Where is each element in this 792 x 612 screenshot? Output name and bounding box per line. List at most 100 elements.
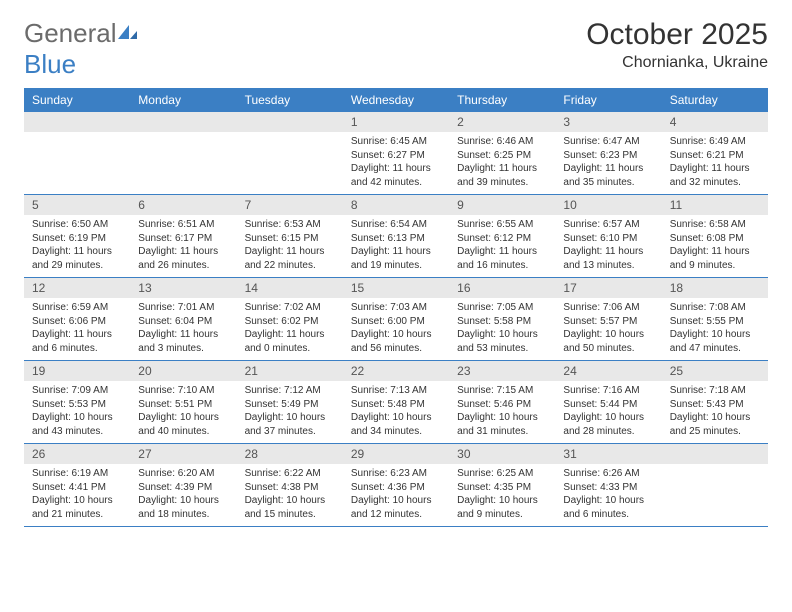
day-cell: 5Sunrise: 6:50 AMSunset: 6:19 PMDaylight… bbox=[24, 195, 130, 277]
day-line: Sunrise: 6:51 AM bbox=[138, 218, 228, 232]
day-line: Sunset: 5:44 PM bbox=[563, 398, 653, 412]
day-number: 25 bbox=[662, 361, 768, 381]
day-line: Sunrise: 6:53 AM bbox=[245, 218, 335, 232]
day-body: Sunrise: 6:53 AMSunset: 6:15 PMDaylight:… bbox=[237, 215, 343, 277]
week-row: 26Sunrise: 6:19 AMSunset: 4:41 PMDayligh… bbox=[24, 444, 768, 527]
day-cell: 11Sunrise: 6:58 AMSunset: 6:08 PMDayligh… bbox=[662, 195, 768, 277]
day-line: Sunrise: 6:22 AM bbox=[245, 467, 335, 481]
day-line: and 42 minutes. bbox=[351, 176, 441, 190]
day-line: Sunrise: 7:05 AM bbox=[457, 301, 547, 315]
day-body bbox=[662, 464, 768, 472]
day-line: and 15 minutes. bbox=[245, 508, 335, 522]
day-cell: 19Sunrise: 7:09 AMSunset: 5:53 PMDayligh… bbox=[24, 361, 130, 443]
day-line: Daylight: 10 hours bbox=[670, 411, 760, 425]
day-line: Sunrise: 7:15 AM bbox=[457, 384, 547, 398]
day-line: Daylight: 11 hours bbox=[138, 328, 228, 342]
day-body: Sunrise: 6:23 AMSunset: 4:36 PMDaylight:… bbox=[343, 464, 449, 526]
day-line: Sunrise: 6:57 AM bbox=[563, 218, 653, 232]
day-line: Daylight: 10 hours bbox=[351, 494, 441, 508]
day-cell: 8Sunrise: 6:54 AMSunset: 6:13 PMDaylight… bbox=[343, 195, 449, 277]
day-line: Daylight: 11 hours bbox=[351, 162, 441, 176]
day-body: Sunrise: 6:51 AMSunset: 6:17 PMDaylight:… bbox=[130, 215, 236, 277]
day-cell: 28Sunrise: 6:22 AMSunset: 4:38 PMDayligh… bbox=[237, 444, 343, 526]
day-line: Sunrise: 6:45 AM bbox=[351, 135, 441, 149]
day-line: Sunset: 5:55 PM bbox=[670, 315, 760, 329]
day-line: and 0 minutes. bbox=[245, 342, 335, 356]
day-number: 15 bbox=[343, 278, 449, 298]
day-cell: 22Sunrise: 7:13 AMSunset: 5:48 PMDayligh… bbox=[343, 361, 449, 443]
day-line: Daylight: 11 hours bbox=[351, 245, 441, 259]
day-line: and 9 minutes. bbox=[670, 259, 760, 273]
day-number: 4 bbox=[662, 112, 768, 132]
day-body: Sunrise: 7:02 AMSunset: 6:02 PMDaylight:… bbox=[237, 298, 343, 360]
day-body: Sunrise: 6:20 AMSunset: 4:39 PMDaylight:… bbox=[130, 464, 236, 526]
day-number: 31 bbox=[555, 444, 661, 464]
day-cell: 21Sunrise: 7:12 AMSunset: 5:49 PMDayligh… bbox=[237, 361, 343, 443]
day-line: Daylight: 11 hours bbox=[245, 328, 335, 342]
day-line: Sunset: 6:25 PM bbox=[457, 149, 547, 163]
day-line: Daylight: 10 hours bbox=[32, 411, 122, 425]
day-body bbox=[24, 132, 130, 140]
day-cell: 9Sunrise: 6:55 AMSunset: 6:12 PMDaylight… bbox=[449, 195, 555, 277]
day-cell: 14Sunrise: 7:02 AMSunset: 6:02 PMDayligh… bbox=[237, 278, 343, 360]
day-number: 12 bbox=[24, 278, 130, 298]
day-number: 24 bbox=[555, 361, 661, 381]
day-line: and 16 minutes. bbox=[457, 259, 547, 273]
day-line: Sunset: 4:41 PM bbox=[32, 481, 122, 495]
day-body: Sunrise: 6:59 AMSunset: 6:06 PMDaylight:… bbox=[24, 298, 130, 360]
week-row: 19Sunrise: 7:09 AMSunset: 5:53 PMDayligh… bbox=[24, 361, 768, 444]
day-line: and 56 minutes. bbox=[351, 342, 441, 356]
day-line: Daylight: 10 hours bbox=[245, 411, 335, 425]
day-line: Daylight: 10 hours bbox=[351, 328, 441, 342]
day-line: Daylight: 11 hours bbox=[32, 245, 122, 259]
day-line: and 35 minutes. bbox=[563, 176, 653, 190]
day-number: . bbox=[662, 444, 768, 464]
day-body: Sunrise: 7:06 AMSunset: 5:57 PMDaylight:… bbox=[555, 298, 661, 360]
day-line: Daylight: 10 hours bbox=[457, 328, 547, 342]
dow-cell: Tuesday bbox=[237, 88, 343, 112]
dow-cell: Saturday bbox=[662, 88, 768, 112]
day-cell: . bbox=[24, 112, 130, 194]
day-line: and 32 minutes. bbox=[670, 176, 760, 190]
day-number: 29 bbox=[343, 444, 449, 464]
day-line: Sunrise: 7:13 AM bbox=[351, 384, 441, 398]
day-number: 22 bbox=[343, 361, 449, 381]
day-number: 5 bbox=[24, 195, 130, 215]
day-line: Sunset: 6:02 PM bbox=[245, 315, 335, 329]
day-line: Daylight: 11 hours bbox=[138, 245, 228, 259]
day-line: Sunrise: 6:47 AM bbox=[563, 135, 653, 149]
day-line: Sunrise: 7:16 AM bbox=[563, 384, 653, 398]
day-line: Daylight: 10 hours bbox=[457, 411, 547, 425]
day-number: 11 bbox=[662, 195, 768, 215]
day-number: 1 bbox=[343, 112, 449, 132]
day-body: Sunrise: 6:26 AMSunset: 4:33 PMDaylight:… bbox=[555, 464, 661, 526]
day-cell: 7Sunrise: 6:53 AMSunset: 6:15 PMDaylight… bbox=[237, 195, 343, 277]
day-line: Daylight: 11 hours bbox=[670, 162, 760, 176]
day-line: Sunset: 6:17 PM bbox=[138, 232, 228, 246]
day-cell: 16Sunrise: 7:05 AMSunset: 5:58 PMDayligh… bbox=[449, 278, 555, 360]
day-body bbox=[237, 132, 343, 140]
day-body: Sunrise: 7:15 AMSunset: 5:46 PMDaylight:… bbox=[449, 381, 555, 443]
day-line: Sunset: 6:04 PM bbox=[138, 315, 228, 329]
day-line: Sunset: 4:38 PM bbox=[245, 481, 335, 495]
day-line: Sunrise: 6:55 AM bbox=[457, 218, 547, 232]
day-line: Daylight: 10 hours bbox=[351, 411, 441, 425]
day-body: Sunrise: 7:08 AMSunset: 5:55 PMDaylight:… bbox=[662, 298, 768, 360]
day-line: Sunset: 5:49 PM bbox=[245, 398, 335, 412]
day-number: 6 bbox=[130, 195, 236, 215]
day-line: Daylight: 10 hours bbox=[32, 494, 122, 508]
day-line: Sunset: 6:21 PM bbox=[670, 149, 760, 163]
day-body: Sunrise: 7:18 AMSunset: 5:43 PMDaylight:… bbox=[662, 381, 768, 443]
day-cell: 30Sunrise: 6:25 AMSunset: 4:35 PMDayligh… bbox=[449, 444, 555, 526]
day-body: Sunrise: 7:10 AMSunset: 5:51 PMDaylight:… bbox=[130, 381, 236, 443]
day-body bbox=[130, 132, 236, 140]
day-line: Sunrise: 6:26 AM bbox=[563, 467, 653, 481]
day-line: Daylight: 10 hours bbox=[245, 494, 335, 508]
day-number: 26 bbox=[24, 444, 130, 464]
day-body: Sunrise: 7:03 AMSunset: 6:00 PMDaylight:… bbox=[343, 298, 449, 360]
day-line: Sunrise: 6:23 AM bbox=[351, 467, 441, 481]
day-body: Sunrise: 6:19 AMSunset: 4:41 PMDaylight:… bbox=[24, 464, 130, 526]
day-cell: 23Sunrise: 7:15 AMSunset: 5:46 PMDayligh… bbox=[449, 361, 555, 443]
day-line: Sunrise: 6:59 AM bbox=[32, 301, 122, 315]
day-line: Sunrise: 7:08 AM bbox=[670, 301, 760, 315]
